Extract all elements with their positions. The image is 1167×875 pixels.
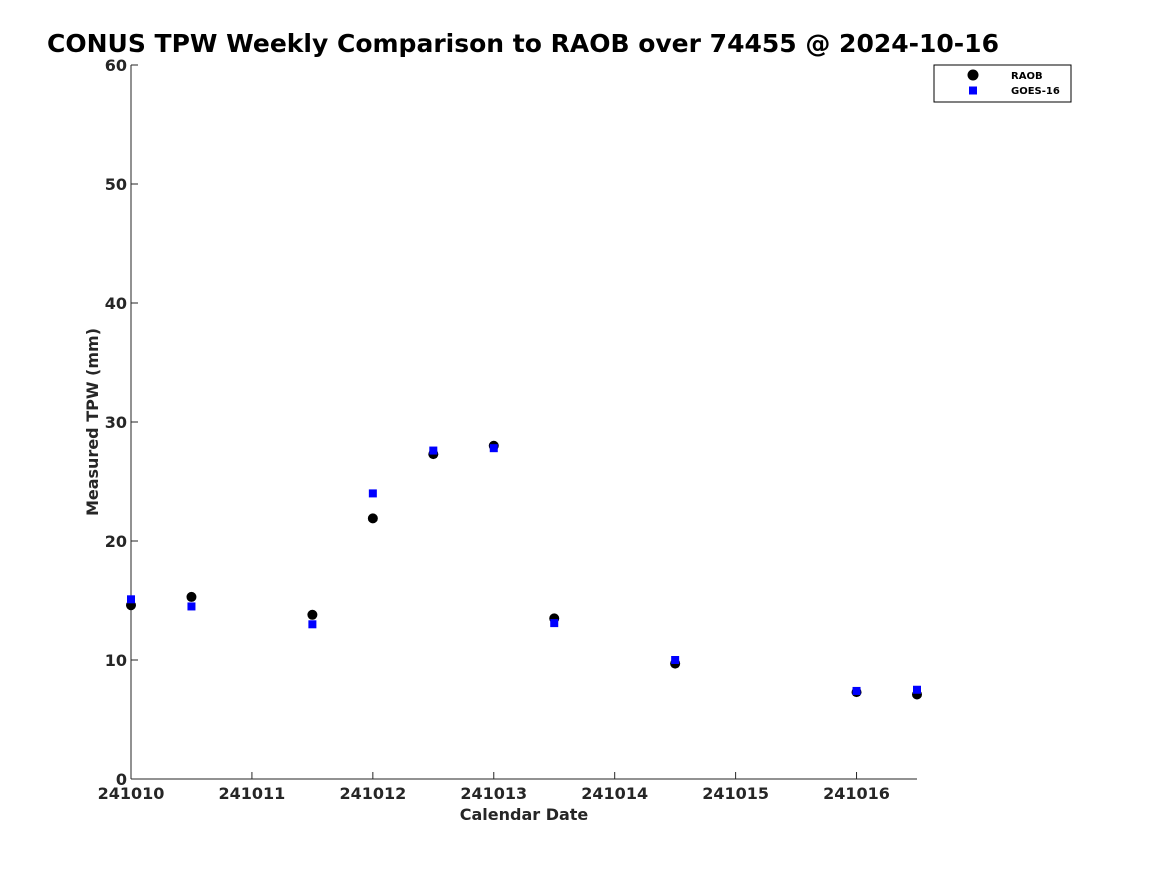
legend-marker-goes-16 (969, 86, 977, 95)
y-tick-label: 0 (116, 770, 127, 789)
goes-16-point (308, 620, 317, 629)
y-tick-label: 20 (105, 532, 127, 551)
raob-point (186, 591, 197, 602)
x-axis-label: Calendar Date (460, 805, 589, 824)
ticks: 241010 241011 241012 241013 241014 241015 2410… (98, 56, 890, 803)
goes-16-point (852, 686, 861, 695)
legend-box (933, 64, 1072, 103)
x-tick-label: 241011 (219, 784, 286, 803)
x-tick-label: 241016 (823, 784, 890, 803)
goes-16-point (550, 619, 559, 628)
goes-16-point (913, 685, 921, 694)
legend-label-raob: RAOB (1011, 71, 1043, 82)
y-tick-label: 30 (105, 413, 127, 432)
data-marks (126, 440, 922, 700)
chart-title: CONUS TPW Weekly Comparison to RAOB over… (47, 29, 999, 58)
goes-16-point (671, 656, 680, 664)
legend: RAOB GOES-16 (933, 64, 1072, 103)
x-tick-label: 241010 (98, 784, 165, 803)
x-tick-label: 241012 (339, 784, 406, 803)
legend-marker-raob (967, 69, 979, 81)
raob-point (367, 513, 378, 524)
y-tick-label: 40 (105, 294, 127, 313)
goes-16-point (368, 489, 377, 498)
goes-16-point (187, 602, 196, 611)
x-tick-label: 241014 (581, 784, 648, 803)
legend-label-goes-16: GOES-16 (1011, 86, 1060, 97)
goes-16-point (429, 446, 438, 455)
y-tick-label: 10 (105, 651, 127, 670)
y-tick-label: 60 (105, 56, 127, 75)
goes-16-point (489, 444, 498, 453)
axes (130, 65, 917, 780)
y-axis-label: Measured TPW (mm) (83, 328, 102, 516)
y-tick-label: 50 (105, 175, 127, 194)
raob-point (307, 609, 318, 620)
x-tick-label: 241013 (460, 784, 527, 803)
goes-16-point (127, 595, 135, 604)
x-tick-label: 241015 (702, 784, 769, 803)
